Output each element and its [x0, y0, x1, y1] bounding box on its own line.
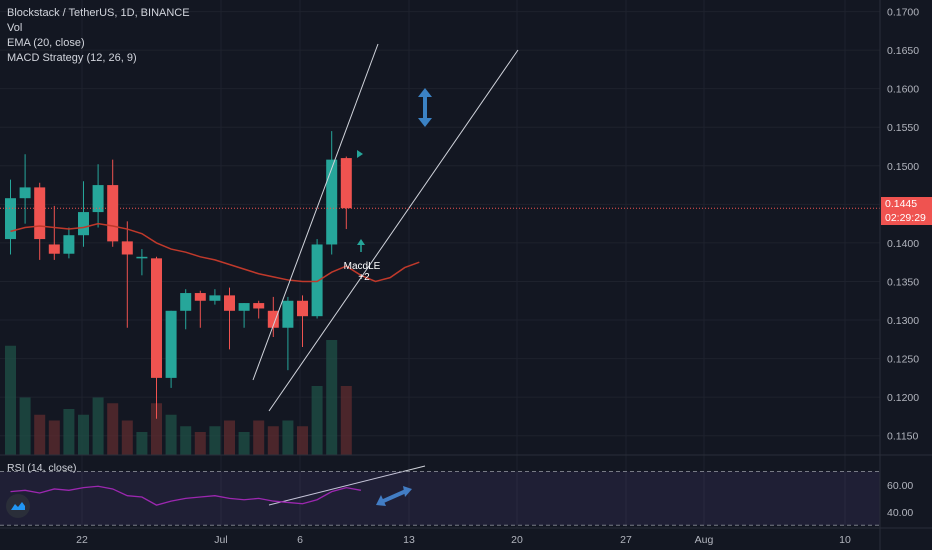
price-tick-label: 0.1400	[887, 238, 919, 250]
price-tick-label: 0.1650	[887, 45, 919, 57]
price-tick-label: 0.1300	[887, 315, 919, 327]
time-tick-label: 22	[76, 534, 88, 546]
entry-flag-icon	[357, 150, 363, 158]
price-tick-label: 0.1250	[887, 354, 919, 366]
candle-body	[194, 293, 206, 301]
volume-bar	[194, 432, 206, 455]
volume-bar	[326, 340, 338, 455]
drawings: MacdLE +2	[252, 43, 519, 506]
vertical-double-arrow-icon[interactable]	[418, 88, 432, 127]
tradingview-logo-icon[interactable]	[6, 494, 30, 518]
price-tick-label: 0.1150	[887, 431, 918, 443]
buy-signal-arrow-icon	[357, 239, 365, 252]
candle-body	[326, 159, 338, 245]
volume-bar	[253, 420, 265, 455]
candle-body	[224, 295, 235, 311]
diagonal-double-arrow-icon[interactable]	[376, 486, 412, 506]
candle-body	[282, 300, 294, 328]
candle-body	[267, 310, 279, 328]
ema-path	[10, 222, 420, 283]
volume-bar	[180, 426, 192, 455]
price-tick-label: 0.1700	[887, 7, 919, 19]
volume-bar	[121, 420, 133, 455]
volume-bars	[5, 340, 352, 455]
candle-body	[180, 293, 192, 311]
candle-body	[5, 198, 16, 240]
candle-body	[92, 185, 104, 213]
candle-body	[253, 303, 265, 309]
time-tick-label: 13	[403, 534, 415, 546]
volume-bar	[92, 397, 104, 455]
ema-line	[10, 222, 420, 283]
volume-bar	[63, 409, 75, 455]
time-tick-label: 6	[297, 534, 303, 546]
price-tick-label: 0.1200	[887, 392, 919, 404]
candle-body	[136, 256, 148, 259]
time-tick-label: 20	[511, 534, 523, 546]
volume-bar	[282, 420, 294, 455]
volume-bar	[209, 426, 221, 455]
rsi-label[interactable]: RSI (14, close)	[7, 462, 77, 474]
candles	[5, 131, 352, 419]
volume-bar	[151, 403, 162, 455]
candle-body	[209, 295, 221, 301]
rsi-band	[0, 471, 880, 526]
time-tick-label: Aug	[695, 534, 714, 546]
price-tick-label: 0.1600	[887, 84, 919, 96]
candle-body	[311, 244, 323, 317]
rsi-tick-label: 60.00	[887, 480, 913, 492]
candle-body	[107, 185, 119, 242]
volume-bar	[297, 426, 308, 455]
candle-body	[48, 244, 60, 254]
chart-legend: Blockstack / TetherUS, 1D, BINANCE Vol E…	[7, 6, 190, 66]
last-price-tag: 0.1445	[881, 197, 932, 211]
candle-body	[297, 300, 308, 317]
trendline-upper-steep[interactable]	[252, 43, 379, 381]
signal-label: MacdLE	[344, 261, 381, 272]
rsi-line	[10, 485, 362, 506]
signal-qty: +2	[358, 272, 370, 283]
volume-bar	[267, 426, 279, 455]
volume-bar	[107, 403, 119, 455]
candle-body	[63, 235, 75, 254]
volume-bar	[136, 432, 148, 455]
candle-body	[238, 303, 250, 311]
indicator-ema[interactable]: EMA (20, close)	[7, 37, 85, 49]
symbol-title[interactable]: Blockstack / TetherUS, 1D, BINANCE	[7, 7, 190, 19]
volume-bar	[78, 414, 89, 455]
volume-bar	[238, 432, 250, 455]
candle-body	[34, 187, 46, 240]
time-tick-label: Jul	[214, 534, 227, 546]
trendline-upper-wide[interactable]	[268, 49, 519, 412]
rsi-trendline[interactable]	[268, 465, 426, 506]
volume-bar	[340, 386, 352, 455]
indicator-vol[interactable]: Vol	[7, 22, 23, 34]
candle-body	[78, 212, 89, 236]
candle-body	[151, 258, 162, 378]
candle-body	[340, 158, 352, 209]
volume-bar	[311, 386, 323, 455]
rsi-panel[interactable]	[0, 454, 932, 526]
volume-bar	[224, 420, 235, 455]
indicator-macd[interactable]: MACD Strategy (12, 26, 9)	[7, 52, 137, 64]
candle-body	[165, 310, 177, 378]
price-tick-label: 0.1500	[887, 161, 919, 173]
rsi-tick-label: 40.00	[887, 507, 913, 519]
countdown-tag: 02:29:29	[881, 211, 932, 225]
time-tick-label: 27	[620, 534, 632, 546]
volume-bar	[48, 420, 60, 455]
candle-body	[19, 187, 31, 199]
volume-bar	[165, 414, 177, 455]
volume-bar	[19, 397, 31, 455]
time-tick-label: 10	[839, 534, 851, 546]
volume-bar	[5, 345, 16, 455]
price-tick-label: 0.1550	[887, 122, 919, 134]
candle-body	[121, 241, 133, 255]
price-tick-label: 0.1350	[887, 276, 919, 288]
volume-bar	[34, 414, 46, 455]
